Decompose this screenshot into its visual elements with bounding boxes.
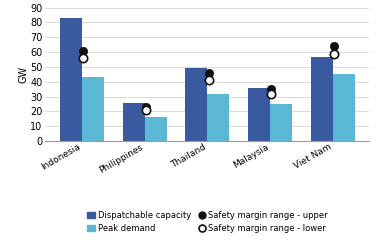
Bar <box>123 103 145 141</box>
Bar <box>82 77 104 141</box>
Y-axis label: GW: GW <box>19 66 29 83</box>
Bar <box>333 74 355 141</box>
Bar <box>185 68 207 141</box>
Legend: Dispatchable capacity, Peak demand, Safety margin range - upper, Safety margin r: Dispatchable capacity, Peak demand, Safe… <box>85 209 329 235</box>
Bar <box>60 18 82 141</box>
Bar <box>311 56 333 141</box>
Bar <box>145 117 167 141</box>
Bar <box>248 88 270 141</box>
Bar <box>270 104 292 141</box>
Bar <box>207 94 229 141</box>
